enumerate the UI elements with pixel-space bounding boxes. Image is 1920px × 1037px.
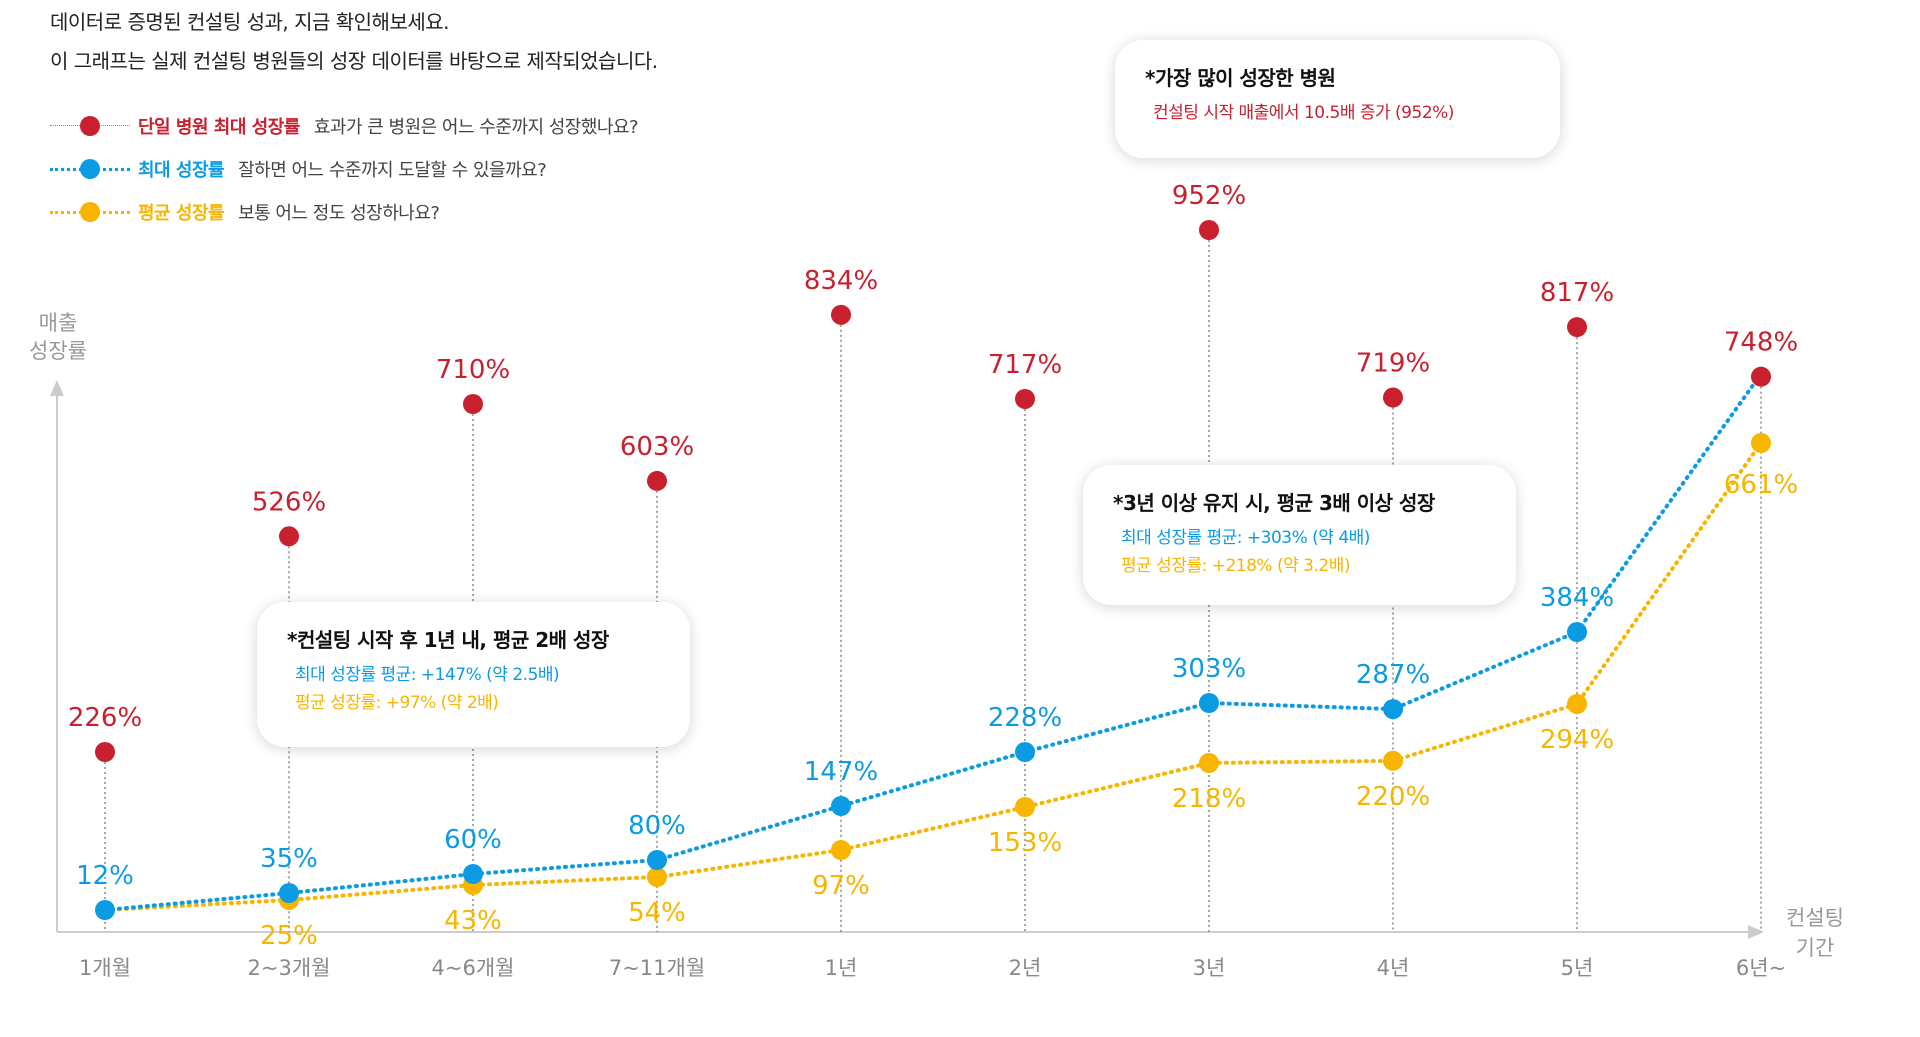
y-axis-title: 성장률 xyxy=(29,339,87,363)
x-tick-label: 7~11개월 xyxy=(609,956,705,980)
x-tick-label: 1년 xyxy=(825,956,858,980)
data-label-max: 303% xyxy=(1172,654,1246,684)
data-point-max xyxy=(647,850,667,870)
x-tick-label: 2년 xyxy=(1009,956,1042,980)
x-axis-title: 컨설팅 xyxy=(1786,906,1844,930)
callout-title: *가장 많이 성장한 병원 xyxy=(1145,66,1336,90)
data-label-average: 220% xyxy=(1356,782,1430,812)
data-point-single-max xyxy=(1015,388,1035,409)
data-label-single-max: 603% xyxy=(620,432,694,462)
x-tick-label: 4년 xyxy=(1377,956,1410,980)
callout-title: *컨설팅 시작 후 1년 내, 평균 2배 성장 xyxy=(287,628,609,652)
data-label-average: 661% xyxy=(1724,470,1798,500)
data-label-max: 12% xyxy=(76,861,134,891)
legend-swatch-blue xyxy=(50,154,130,184)
data-point-average xyxy=(1199,753,1219,773)
data-label-max: 287% xyxy=(1356,660,1430,690)
data-point-average xyxy=(1383,750,1403,771)
legend-desc: 효과가 큰 병원은 어느 수준까지 성장했나요? xyxy=(313,117,639,138)
data-label-max: 80% xyxy=(628,811,686,841)
callout-line: 컨설팅 시작 매출에서 10.5배 증가 (952%) xyxy=(1153,103,1454,123)
x-axis-arrow xyxy=(1748,925,1764,939)
callout-line: 평균 성장률: +218% (약 3.2배) xyxy=(1121,556,1350,576)
data-point-average xyxy=(1567,694,1587,714)
x-tick-label: 3년 xyxy=(1193,956,1226,980)
data-point-max xyxy=(1015,742,1035,762)
legend-name: 단일 병원 최대 성장률 xyxy=(138,117,300,138)
data-label-average: 153% xyxy=(988,828,1062,858)
data-point-single-max xyxy=(1751,366,1771,387)
x-tick-label: 1개월 xyxy=(79,956,131,980)
callout-three-year: *3년 이상 유지 시, 평균 3배 이상 성장 최대 성장률 평균: +303… xyxy=(1083,465,1516,605)
data-label-max: 35% xyxy=(260,844,318,874)
data-label-average: 294% xyxy=(1540,725,1614,755)
callout-top-grower: *가장 많이 성장한 병원 컨설팅 시작 매출에서 10.5배 증가 (952%… xyxy=(1115,40,1560,158)
data-label-average: 218% xyxy=(1172,784,1246,814)
intro-line-2: 이 그래프는 실제 컨설팅 병원들의 성장 데이터를 바탕으로 제작되었습니다. xyxy=(50,49,658,73)
data-label-single-max: 717% xyxy=(988,350,1062,380)
data-point-single-max xyxy=(1383,387,1403,408)
series-line-average xyxy=(103,441,1763,912)
data-point-average xyxy=(1751,433,1771,453)
data-label-average: 43% xyxy=(444,906,502,936)
legend-desc: 잘하면 어느 수준까지 도달할 수 있을까요? xyxy=(238,160,547,181)
data-point-max xyxy=(463,864,483,884)
intro-line-1: 데이터로 증명된 컨설팅 성과, 지금 확인해보세요. xyxy=(50,10,450,34)
y-axis-title: 매출 xyxy=(39,311,78,335)
data-label-max: 228% xyxy=(988,703,1062,733)
data-point-average xyxy=(1015,797,1035,817)
data-point-max xyxy=(1567,622,1587,642)
data-label-single-max: 526% xyxy=(252,487,326,517)
callout-line: 평균 성장률: +97% (약 2배) xyxy=(295,693,499,713)
legend-swatch-yellow xyxy=(50,197,130,227)
data-label-single-max: 952% xyxy=(1172,181,1246,211)
data-label-single-max: 748% xyxy=(1724,328,1798,358)
y-axis-arrow xyxy=(50,380,64,396)
legend-item-avg: 평균 성장률 보통 어느 정도 성장하나요? xyxy=(50,197,440,227)
data-point-max xyxy=(1383,699,1403,720)
data-point-average xyxy=(831,840,851,860)
data-point-max xyxy=(831,796,851,816)
data-point-single-max xyxy=(1199,220,1219,240)
legend-item-single-max: 단일 병원 최대 성장률 효과가 큰 병원은 어느 수준까지 성장했나요? xyxy=(50,111,639,141)
data-point-single-max xyxy=(463,394,483,414)
data-label-single-max: 226% xyxy=(68,703,142,733)
data-point-max xyxy=(1199,693,1219,713)
series-line-max xyxy=(103,372,1763,912)
data-point-single-max xyxy=(647,470,667,491)
data-label-single-max: 834% xyxy=(804,266,878,296)
data-label-single-max: 719% xyxy=(1356,349,1430,379)
data-label-max: 147% xyxy=(804,757,878,787)
legend-desc: 보통 어느 정도 성장하나요? xyxy=(238,203,440,224)
legend-name: 평균 성장률 xyxy=(138,203,225,224)
data-label-average: 54% xyxy=(628,898,686,928)
data-point-average xyxy=(647,867,667,887)
legend-name: 최대 성장률 xyxy=(138,160,225,181)
data-point-single-max xyxy=(95,742,115,762)
x-tick-label: 6년~ xyxy=(1736,956,1786,980)
data-label-max: 60% xyxy=(444,825,502,855)
data-label-average: 97% xyxy=(812,871,870,901)
legend-item-max: 최대 성장률 잘하면 어느 수준까지 도달할 수 있을까요? xyxy=(50,154,547,184)
data-point-single-max xyxy=(1567,317,1587,338)
x-tick-label: 4~6개월 xyxy=(432,956,515,980)
x-axis-title: 기간 xyxy=(1796,936,1835,960)
callout-line: 최대 성장률 평균: +303% (약 4배) xyxy=(1121,528,1370,548)
data-label-single-max: 817% xyxy=(1540,278,1614,308)
data-label-max: 384% xyxy=(1540,583,1614,613)
data-label-average: 25% xyxy=(260,921,318,951)
data-point-single-max xyxy=(831,304,851,325)
legend-swatch-red xyxy=(50,111,130,141)
x-tick-label: 5년 xyxy=(1561,956,1594,980)
data-point-single-max xyxy=(279,526,299,547)
x-tick-label: 2~3개월 xyxy=(248,956,331,980)
callout-title: *3년 이상 유지 시, 평균 3배 이상 성장 xyxy=(1113,491,1435,515)
data-label-single-max: 710% xyxy=(436,355,510,385)
callout-first-year: *컨설팅 시작 후 1년 내, 평균 2배 성장 최대 성장률 평균: +147… xyxy=(257,602,690,747)
data-point-max xyxy=(95,900,115,920)
data-point-max xyxy=(279,883,299,903)
callout-line: 최대 성장률 평균: +147% (약 2.5배) xyxy=(295,665,560,685)
